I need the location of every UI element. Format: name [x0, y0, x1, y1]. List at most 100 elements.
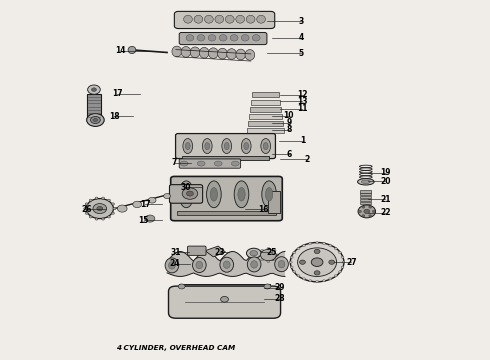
Ellipse shape — [251, 261, 258, 268]
Text: 9: 9 — [286, 118, 292, 127]
Text: 5: 5 — [298, 49, 304, 58]
Ellipse shape — [186, 35, 194, 41]
Ellipse shape — [84, 207, 87, 210]
Ellipse shape — [362, 180, 370, 184]
Text: 8: 8 — [286, 125, 292, 134]
Text: 15: 15 — [139, 216, 149, 225]
Circle shape — [362, 206, 365, 208]
Ellipse shape — [329, 244, 332, 247]
Ellipse shape — [85, 203, 88, 205]
Circle shape — [369, 215, 372, 217]
Text: 18: 18 — [109, 112, 120, 121]
Ellipse shape — [183, 188, 190, 201]
Ellipse shape — [241, 35, 249, 41]
Circle shape — [299, 260, 305, 264]
Ellipse shape — [199, 48, 209, 58]
Ellipse shape — [184, 15, 193, 23]
Ellipse shape — [339, 251, 342, 253]
Text: 6: 6 — [286, 150, 292, 159]
Ellipse shape — [183, 139, 193, 154]
Ellipse shape — [208, 35, 216, 41]
Ellipse shape — [293, 251, 296, 253]
Ellipse shape — [263, 143, 268, 150]
FancyBboxPatch shape — [175, 134, 275, 158]
Bar — [248, 121, 283, 126]
Text: 21: 21 — [380, 195, 391, 204]
Ellipse shape — [273, 258, 276, 261]
Ellipse shape — [181, 46, 191, 57]
Circle shape — [358, 205, 375, 218]
Text: 23: 23 — [215, 248, 225, 257]
Ellipse shape — [264, 284, 271, 289]
FancyBboxPatch shape — [169, 286, 281, 318]
Ellipse shape — [234, 181, 249, 208]
Ellipse shape — [316, 280, 318, 283]
Ellipse shape — [267, 260, 270, 262]
Ellipse shape — [252, 35, 260, 41]
Ellipse shape — [267, 248, 270, 249]
Bar — [361, 202, 371, 204]
FancyBboxPatch shape — [188, 246, 206, 255]
Text: 22: 22 — [380, 208, 391, 217]
Ellipse shape — [224, 143, 229, 150]
Ellipse shape — [89, 199, 92, 201]
Text: 26: 26 — [81, 205, 92, 214]
Circle shape — [362, 215, 365, 217]
Circle shape — [88, 85, 100, 94]
Ellipse shape — [178, 284, 185, 289]
Ellipse shape — [113, 207, 116, 210]
Circle shape — [261, 249, 276, 261]
Ellipse shape — [180, 161, 188, 166]
Ellipse shape — [322, 242, 325, 244]
Ellipse shape — [196, 261, 203, 269]
Text: 16: 16 — [258, 205, 269, 214]
Circle shape — [97, 206, 103, 211]
Bar — [87, 94, 101, 120]
Ellipse shape — [225, 15, 234, 23]
Circle shape — [314, 271, 320, 275]
Ellipse shape — [275, 257, 288, 272]
Ellipse shape — [227, 49, 237, 59]
Bar — [179, 284, 270, 289]
Ellipse shape — [247, 257, 261, 272]
Ellipse shape — [297, 247, 300, 249]
Text: 7: 7 — [172, 158, 177, 167]
Bar — [361, 196, 371, 198]
Ellipse shape — [219, 35, 227, 41]
FancyBboxPatch shape — [171, 176, 282, 221]
Circle shape — [369, 206, 372, 208]
Ellipse shape — [194, 15, 203, 23]
Ellipse shape — [89, 216, 92, 218]
Text: 12: 12 — [297, 90, 308, 99]
Text: 27: 27 — [346, 258, 357, 267]
Ellipse shape — [258, 254, 261, 256]
Ellipse shape — [238, 188, 245, 201]
Ellipse shape — [297, 275, 300, 277]
Ellipse shape — [246, 248, 261, 258]
Ellipse shape — [290, 256, 293, 258]
Ellipse shape — [218, 48, 227, 59]
Ellipse shape — [293, 271, 296, 273]
Ellipse shape — [273, 249, 276, 252]
Text: 29: 29 — [275, 283, 285, 292]
Bar — [251, 100, 280, 105]
Ellipse shape — [261, 258, 264, 261]
Circle shape — [297, 248, 337, 276]
Ellipse shape — [334, 275, 337, 277]
Bar — [247, 128, 284, 133]
Circle shape — [148, 197, 156, 203]
Text: 4: 4 — [298, 33, 304, 42]
Ellipse shape — [112, 203, 115, 205]
Ellipse shape — [95, 218, 98, 220]
Ellipse shape — [210, 188, 218, 201]
Ellipse shape — [185, 143, 190, 150]
Ellipse shape — [207, 181, 221, 208]
Ellipse shape — [261, 139, 270, 154]
Bar — [249, 114, 282, 119]
Circle shape — [93, 203, 107, 213]
Ellipse shape — [278, 261, 285, 268]
Ellipse shape — [250, 251, 258, 256]
Ellipse shape — [341, 266, 344, 268]
Ellipse shape — [266, 188, 273, 201]
Ellipse shape — [215, 15, 224, 23]
